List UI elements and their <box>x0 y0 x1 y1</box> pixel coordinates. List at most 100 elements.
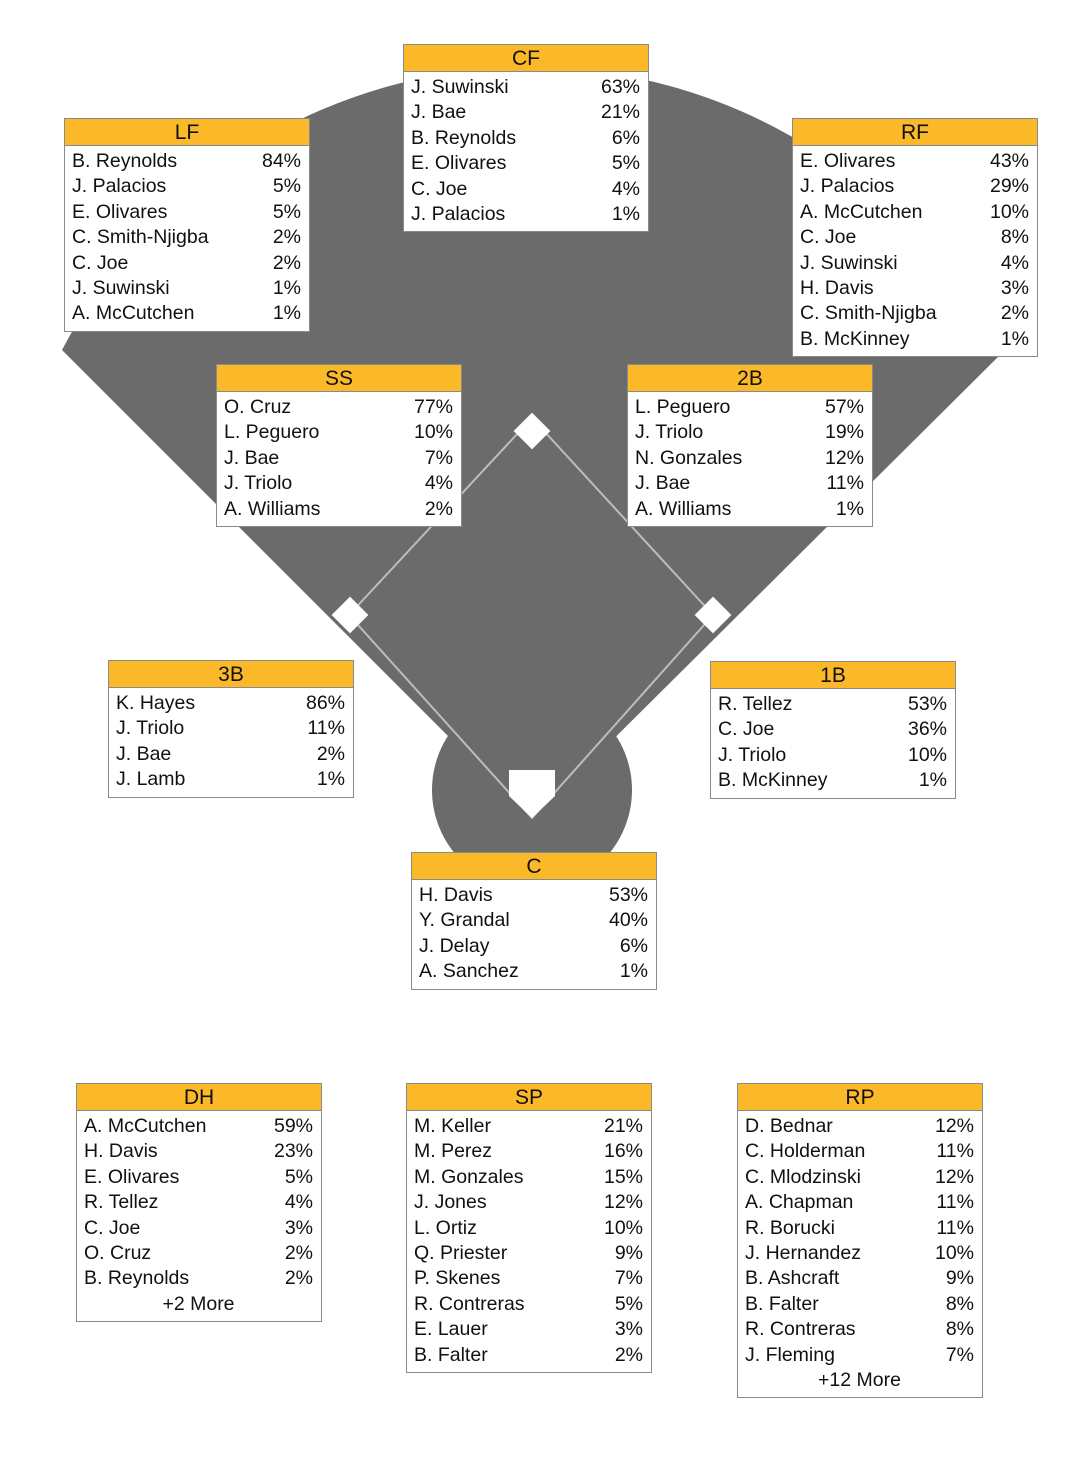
position-header: C <box>412 853 656 880</box>
player-row: E. Olivares 5% <box>411 151 640 176</box>
player-percent: 5% <box>614 1292 643 1315</box>
player-row: L. Peguero 57% <box>635 395 864 420</box>
player-row: R. Tellez 53% <box>718 692 947 717</box>
player-name: J. Triolo <box>116 717 185 740</box>
player-percent: 5% <box>272 200 301 223</box>
player-row: J. Triolo 10% <box>718 743 947 768</box>
player-name: J. Triolo <box>635 421 704 444</box>
player-name: R. Tellez <box>718 693 793 715</box>
player-percent: 5% <box>272 175 301 198</box>
player-percent: 8% <box>945 1292 974 1315</box>
position-box-ss: SS O. Cruz 77% L. Peguero 10% J. Bae 7% J. Trio… <box>216 364 462 527</box>
player-percent: 43% <box>989 150 1029 172</box>
player-name: E. Olivares <box>72 200 168 223</box>
player-row: M. Gonzales 15% <box>414 1165 643 1190</box>
player-row: D. Bednar 12% <box>745 1114 974 1139</box>
player-name: P. Skenes <box>414 1267 501 1290</box>
player-row: C. Joe 3% <box>84 1216 313 1241</box>
player-name: B. Reynolds <box>411 126 517 149</box>
position-box-cf: CF J. Suwinski 63% J. Bae 21% B. Reynolds 6% E.… <box>403 44 649 233</box>
player-row: J. Delay 6% <box>419 934 648 959</box>
player-row: A. Chapman 11% <box>745 1190 974 1215</box>
player-percent: 7% <box>614 1267 643 1290</box>
player-name: K. Hayes <box>116 692 196 714</box>
player-percent: 57% <box>824 396 864 418</box>
more-players-link[interactable]: +12 More <box>818 1368 901 1391</box>
position-header: LF <box>65 119 309 146</box>
player-name: M. Gonzales <box>414 1165 524 1188</box>
player-row: A. McCutchen 1% <box>72 301 301 326</box>
player-percent: 11% <box>936 1140 974 1163</box>
player-percent: 2% <box>1000 302 1029 325</box>
player-percent: 4% <box>424 472 453 495</box>
player-name: J. Jones <box>414 1191 487 1214</box>
player-row: B. Reynolds 6% <box>411 126 640 151</box>
player-percent: 40% <box>608 909 648 932</box>
player-list: M. Keller 21% M. Perez 16% M. Gonzales 15% J. … <box>407 1111 651 1372</box>
player-name: B. Ashcraft <box>745 1267 840 1290</box>
player-percent: 1% <box>835 497 864 520</box>
player-percent: 6% <box>619 934 648 957</box>
player-row: O. Cruz 77% <box>224 395 453 420</box>
player-row: J. Suwinski 4% <box>800 251 1029 276</box>
player-row: B. Reynolds 84% <box>72 149 301 174</box>
player-row: J. Bae 21% <box>411 100 640 125</box>
player-percent: 3% <box>614 1318 643 1341</box>
player-name: M. Perez <box>414 1140 493 1163</box>
player-row: J. Jones 12% <box>414 1190 643 1215</box>
player-name: B. Falter <box>414 1343 488 1366</box>
player-row: E. Olivares 5% <box>84 1165 313 1190</box>
player-row: H. Davis 23% <box>84 1139 313 1164</box>
player-name: B. McKinney <box>718 769 828 792</box>
player-name: J. Triolo <box>718 743 787 766</box>
player-percent: 10% <box>934 1241 974 1264</box>
player-row: J. Triolo 11% <box>116 716 345 741</box>
position-box-sp: SP M. Keller 21% M. Perez 16% M. Gonzales 15% J… <box>406 1083 652 1373</box>
player-percent: 1% <box>272 276 301 299</box>
player-name: L. Peguero <box>635 396 731 418</box>
player-percent: 11% <box>936 1216 974 1239</box>
player-row: J. Hernandez 10% <box>745 1241 974 1266</box>
player-percent: 23% <box>273 1140 313 1163</box>
player-name: B. McKinney <box>800 327 910 350</box>
player-row: M. Keller 21% <box>414 1114 643 1139</box>
player-row: R. Borucki 11% <box>745 1216 974 1241</box>
player-percent: 5% <box>284 1165 313 1188</box>
position-header: SP <box>407 1084 651 1111</box>
player-name: B. Reynolds <box>72 150 178 172</box>
player-percent: 53% <box>608 884 648 906</box>
position-header: 3B <box>109 661 353 688</box>
player-row: M. Perez 16% <box>414 1139 643 1164</box>
player-percent: 7% <box>424 446 453 469</box>
player-percent: 10% <box>989 200 1029 223</box>
more-players-link[interactable]: +2 More <box>162 1292 235 1315</box>
player-row: Q. Priester 9% <box>414 1241 643 1266</box>
player-percent: 84% <box>261 150 301 172</box>
player-list: J. Suwinski 63% J. Bae 21% B. Reynolds 6% E. O… <box>404 72 648 231</box>
player-row: B. McKinney 1% <box>718 768 947 793</box>
position-header: SS <box>217 365 461 392</box>
position-box-1b: 1B R. Tellez 53% C. Joe 36% J. Triolo 10% B. Mc… <box>710 661 956 799</box>
player-name: A. McCutchen <box>800 200 923 223</box>
player-percent: 8% <box>1000 226 1029 249</box>
player-percent: 4% <box>611 177 640 200</box>
player-row: C. Joe 2% <box>72 251 301 276</box>
player-percent: 12% <box>934 1115 974 1137</box>
player-percent: 59% <box>273 1115 313 1137</box>
player-row: J. Bae 2% <box>116 742 345 767</box>
player-name: J. Hernandez <box>745 1241 861 1264</box>
player-percent: 63% <box>600 76 640 98</box>
player-row: J. Bae 11% <box>635 471 864 496</box>
player-row: B. Falter 2% <box>414 1343 643 1368</box>
position-box-c: C H. Davis 53% Y. Grandal 40% J. Delay 6% A. Sa… <box>411 852 657 990</box>
player-percent: 12% <box>934 1165 974 1188</box>
player-name: A. McCutchen <box>72 302 195 325</box>
player-percent: 7% <box>945 1343 974 1366</box>
player-percent: 10% <box>603 1216 643 1239</box>
player-percent: 5% <box>611 152 640 175</box>
player-percent: 2% <box>284 1267 313 1290</box>
player-row: O. Cruz 2% <box>84 1241 313 1266</box>
player-name: J. Triolo <box>224 472 293 495</box>
player-name: J. Bae <box>116 742 172 765</box>
player-row: J. Lamb 1% <box>116 767 345 792</box>
